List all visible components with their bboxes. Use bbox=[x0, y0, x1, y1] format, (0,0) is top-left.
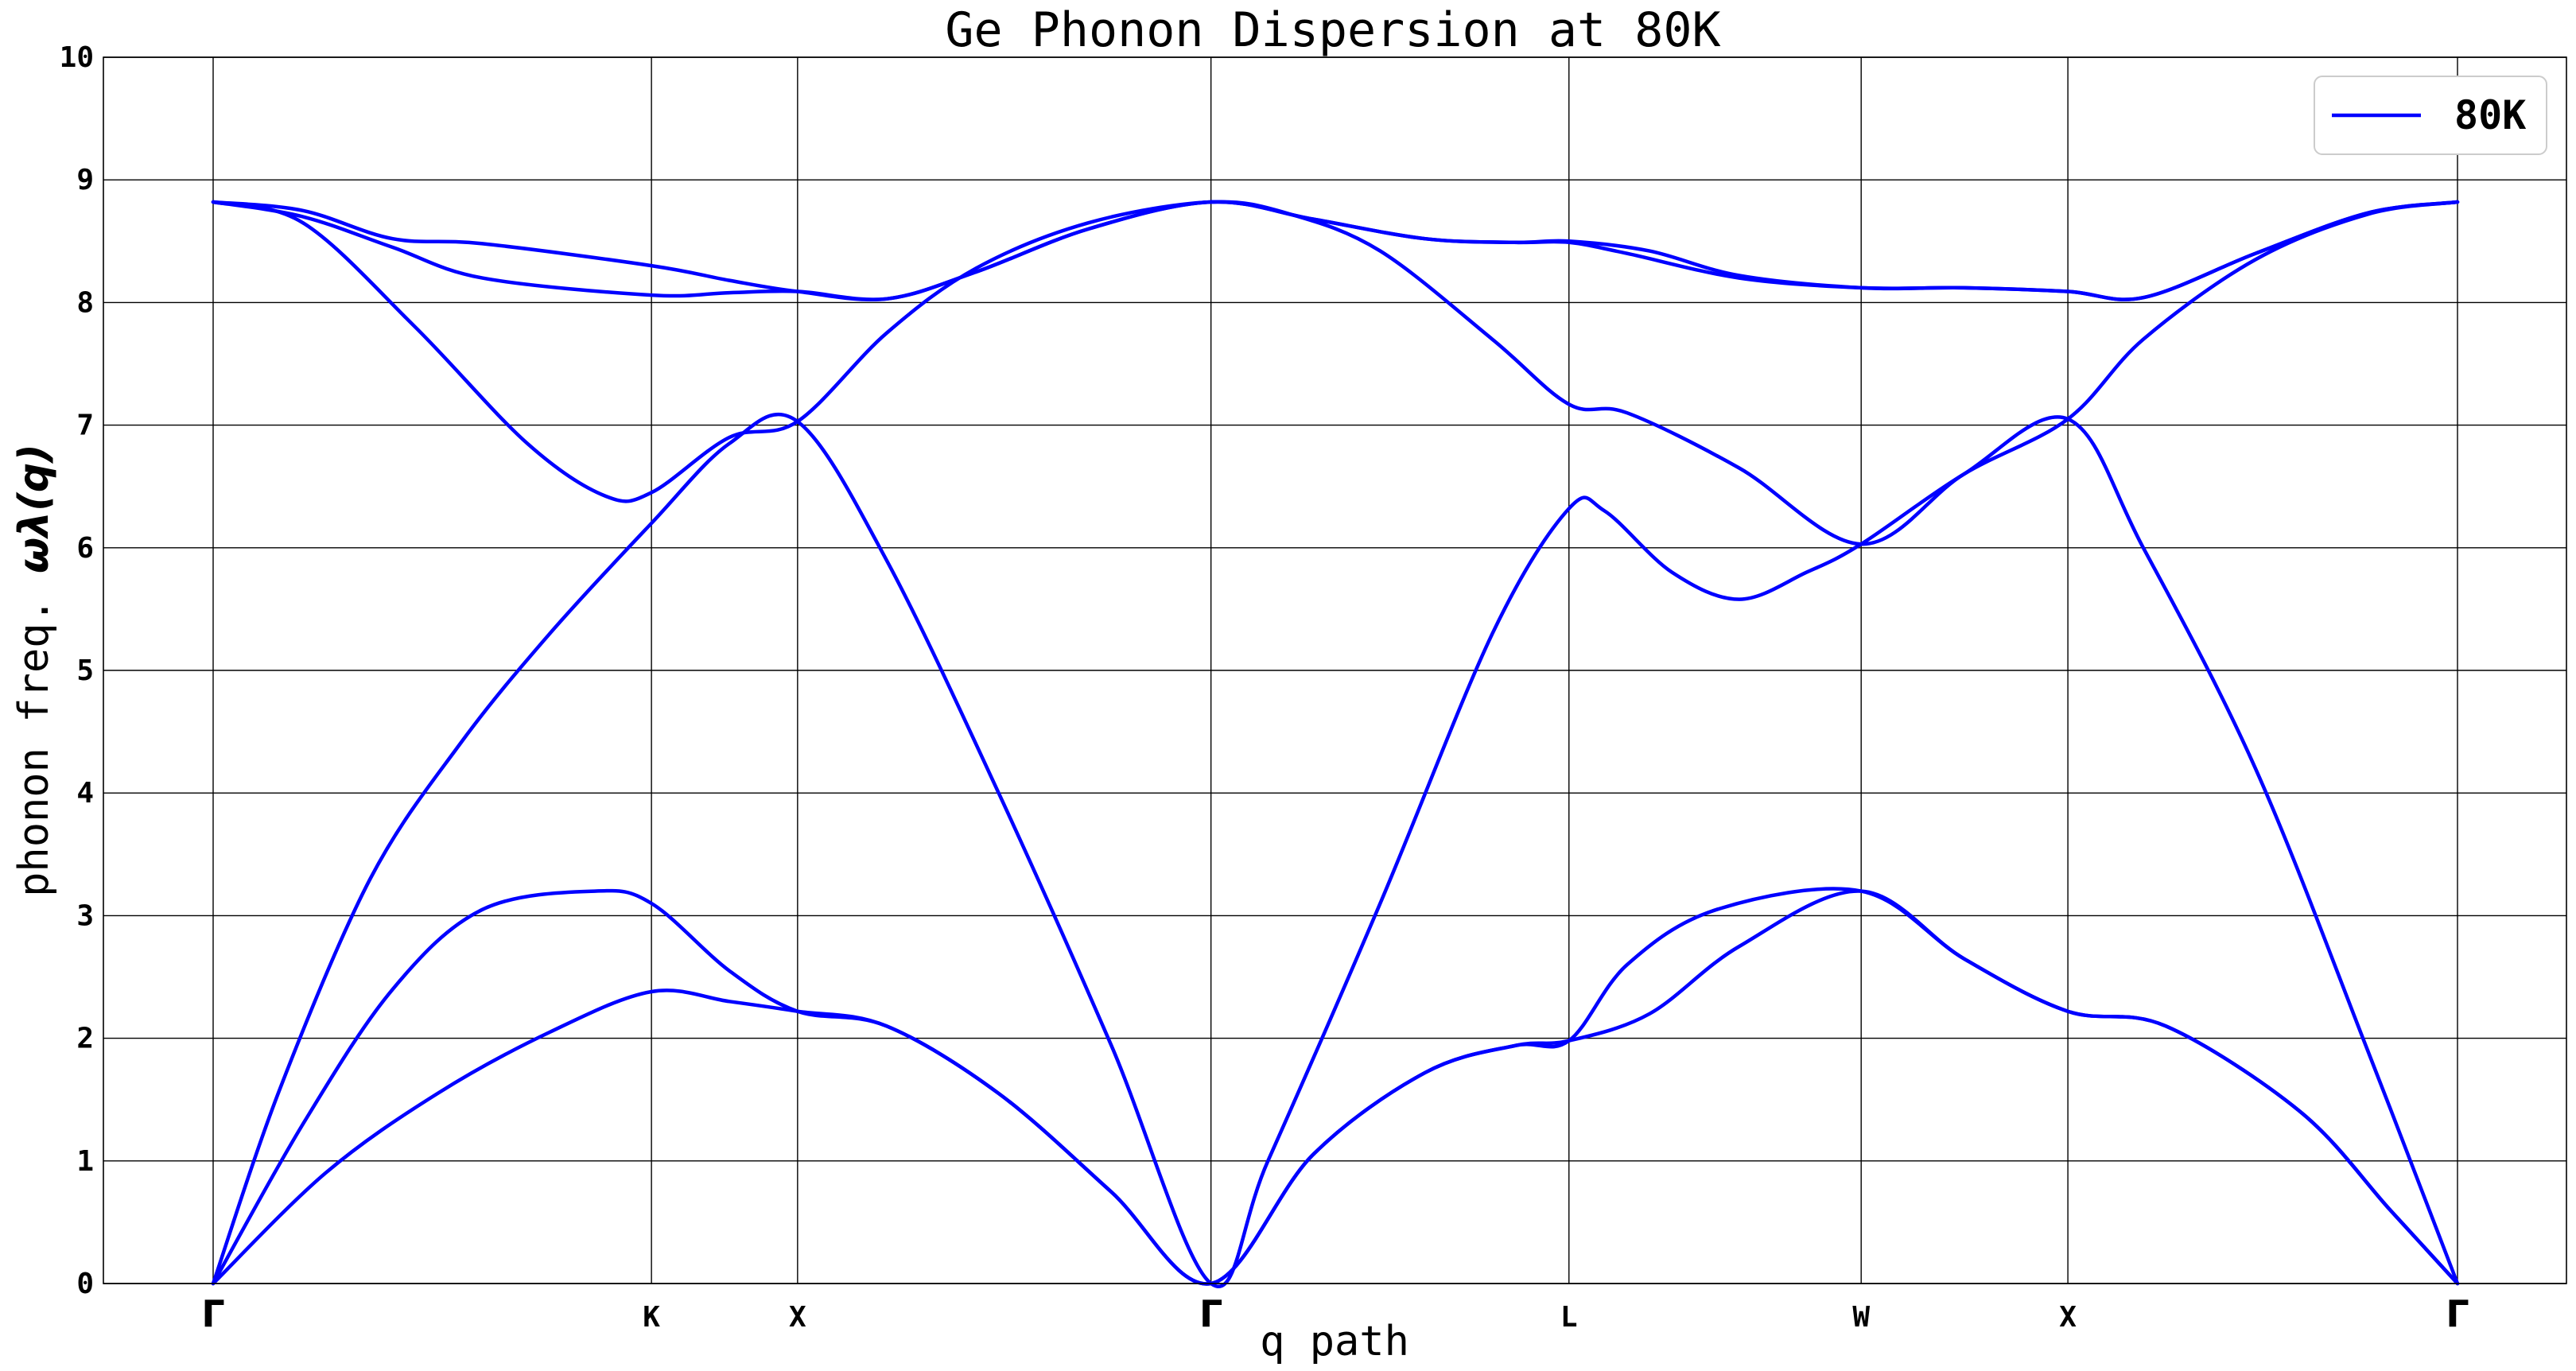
phonon-branch-line bbox=[211, 200, 2460, 302]
y-axis-label-math: ωλ(q) bbox=[10, 444, 58, 573]
y-tick-label: 2 bbox=[76, 1023, 94, 1055]
y-tick-label: 10 bbox=[60, 41, 94, 74]
y-axis-label-prefix: phonon freq. bbox=[10, 573, 58, 897]
svg-text:phonon freq. ωλ(q): phonon freq. ωλ(q) bbox=[10, 444, 58, 897]
y-tick-label: 0 bbox=[76, 1268, 94, 1300]
y-tick-label: 5 bbox=[76, 654, 94, 687]
y-tick-label: 9 bbox=[76, 164, 94, 196]
legend-box bbox=[2314, 76, 2547, 155]
x-tick-label: W bbox=[1852, 1301, 1870, 1334]
phonon-branch-line bbox=[211, 887, 2460, 1286]
plot-frame bbox=[103, 56, 2567, 1284]
x-tick-label: X bbox=[789, 1301, 806, 1334]
phonon-branch-line bbox=[211, 889, 2460, 1286]
legend-label: 80K bbox=[2454, 92, 2526, 138]
y-tick-label: 6 bbox=[76, 532, 94, 565]
x-tick-label: Γ bbox=[2446, 1292, 2469, 1335]
x-tick-label: Γ bbox=[1199, 1292, 1222, 1335]
x-tick-label: X bbox=[2059, 1301, 2077, 1334]
y-tick-label: 8 bbox=[76, 286, 94, 319]
y-tick-labels: 0 1 2 3 4 5 6 7 8 9 10 bbox=[60, 41, 94, 1300]
phonon-branch-line bbox=[211, 412, 2460, 1288]
x-axis-label: q path bbox=[1260, 1318, 1409, 1365]
x-tick-label: L bbox=[1560, 1301, 1578, 1334]
x-tick-label: K bbox=[643, 1301, 660, 1334]
y-tick-label: 7 bbox=[76, 410, 94, 442]
y-tick-label: 3 bbox=[76, 899, 94, 932]
legend: 80K bbox=[2314, 76, 2547, 155]
y-axis-label: phonon freq. ωλ(q) bbox=[10, 444, 58, 897]
x-tick-label: Γ bbox=[201, 1292, 224, 1335]
y-tick-label: 4 bbox=[76, 777, 94, 810]
chart-title: Ge Phonon Dispersion at 80K bbox=[945, 2, 1720, 58]
y-tick-label: 1 bbox=[76, 1145, 94, 1178]
dispersion-series bbox=[211, 200, 2460, 1288]
